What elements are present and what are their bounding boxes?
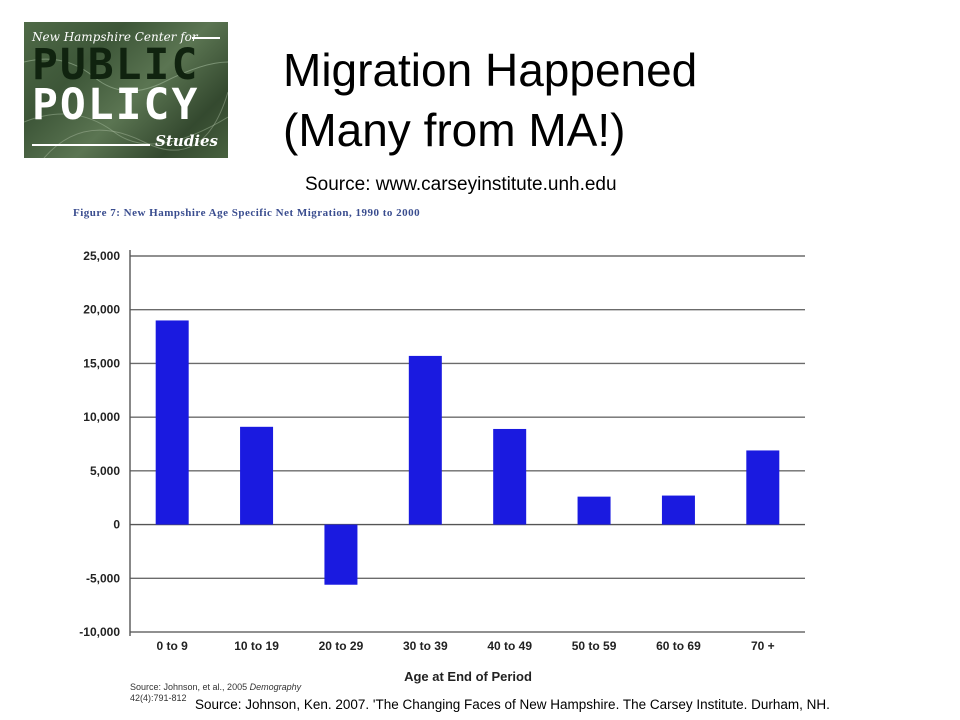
x-tick-label: 50 to 59	[572, 639, 617, 653]
logo-word-policy: POLICY	[32, 80, 200, 130]
logo-top-text: New Hampshire Center for	[32, 30, 198, 44]
bar	[408, 355, 442, 525]
logo-rule-bottom	[32, 144, 150, 146]
y-tick-label: 15,000	[83, 356, 120, 370]
slide-title-line2: (Many from MA!)	[283, 104, 626, 156]
x-axis-label: Age at End of Period	[404, 669, 532, 684]
bar	[661, 495, 695, 525]
y-tick-label: 5,000	[90, 464, 120, 478]
bar	[493, 428, 527, 525]
x-tick-label: 60 to 69	[656, 639, 701, 653]
slide-title: Migration Happened (Many from MA!)	[283, 40, 697, 160]
gridlines	[130, 255, 805, 633]
bar	[240, 426, 274, 525]
x-tick-label: 10 to 19	[234, 639, 279, 653]
source-top: Source: www.carseyinstitute.unh.edu	[305, 174, 617, 195]
bar	[577, 496, 611, 525]
bar	[746, 450, 780, 525]
y-tick-label: -5,000	[86, 571, 120, 585]
bar	[155, 320, 189, 525]
x-tick-label: 0 to 9	[157, 639, 189, 653]
slide-title-line1: Migration Happened	[283, 44, 698, 96]
y-tick-label: 10,000	[83, 410, 120, 424]
y-tick-label: 0	[113, 518, 120, 532]
x-tick-labels: 0 to 9 10 to 19 20 to 29 30 to 39 40 to 49 50…	[157, 639, 775, 653]
marble-texture	[24, 58, 228, 158]
logo-rule-top	[192, 37, 220, 39]
figure-source-line2: 42(4):791-812	[130, 693, 187, 703]
y-tick-label: -10,000	[79, 625, 120, 639]
figure-source-journal: Demography	[249, 682, 302, 692]
y-tick-label: 20,000	[83, 303, 120, 317]
bars	[155, 320, 780, 585]
logo: New Hampshire Center for PUBLIC POLICY S…	[24, 22, 228, 158]
logo-word-public: PUBLIC	[32, 40, 200, 90]
figure-source-prefix: Source: Johnson, et al., 2005	[130, 682, 250, 692]
x-tick-label: 40 to 49	[487, 639, 532, 653]
logo-word-studies: Studies	[155, 132, 218, 150]
x-tick-label: 20 to 29	[319, 639, 364, 653]
bar	[324, 524, 358, 585]
x-tick-label: 30 to 39	[403, 639, 448, 653]
figure-source: Source: Johnson, et al., 2005 Demography…	[130, 682, 301, 704]
x-tick-label: 70 +	[751, 639, 775, 653]
source-bottom: Source: Johnson, Ken. 2007. 'The Changin…	[195, 697, 830, 712]
y-tick-label: 25,000	[83, 249, 120, 263]
figure-title: Figure 7: New Hampshire Age Specific Net…	[73, 207, 421, 219]
y-tick-labels: 25,000 20,000 15,000 10,000 5,000 0 -5,000 -10,…	[79, 249, 120, 639]
